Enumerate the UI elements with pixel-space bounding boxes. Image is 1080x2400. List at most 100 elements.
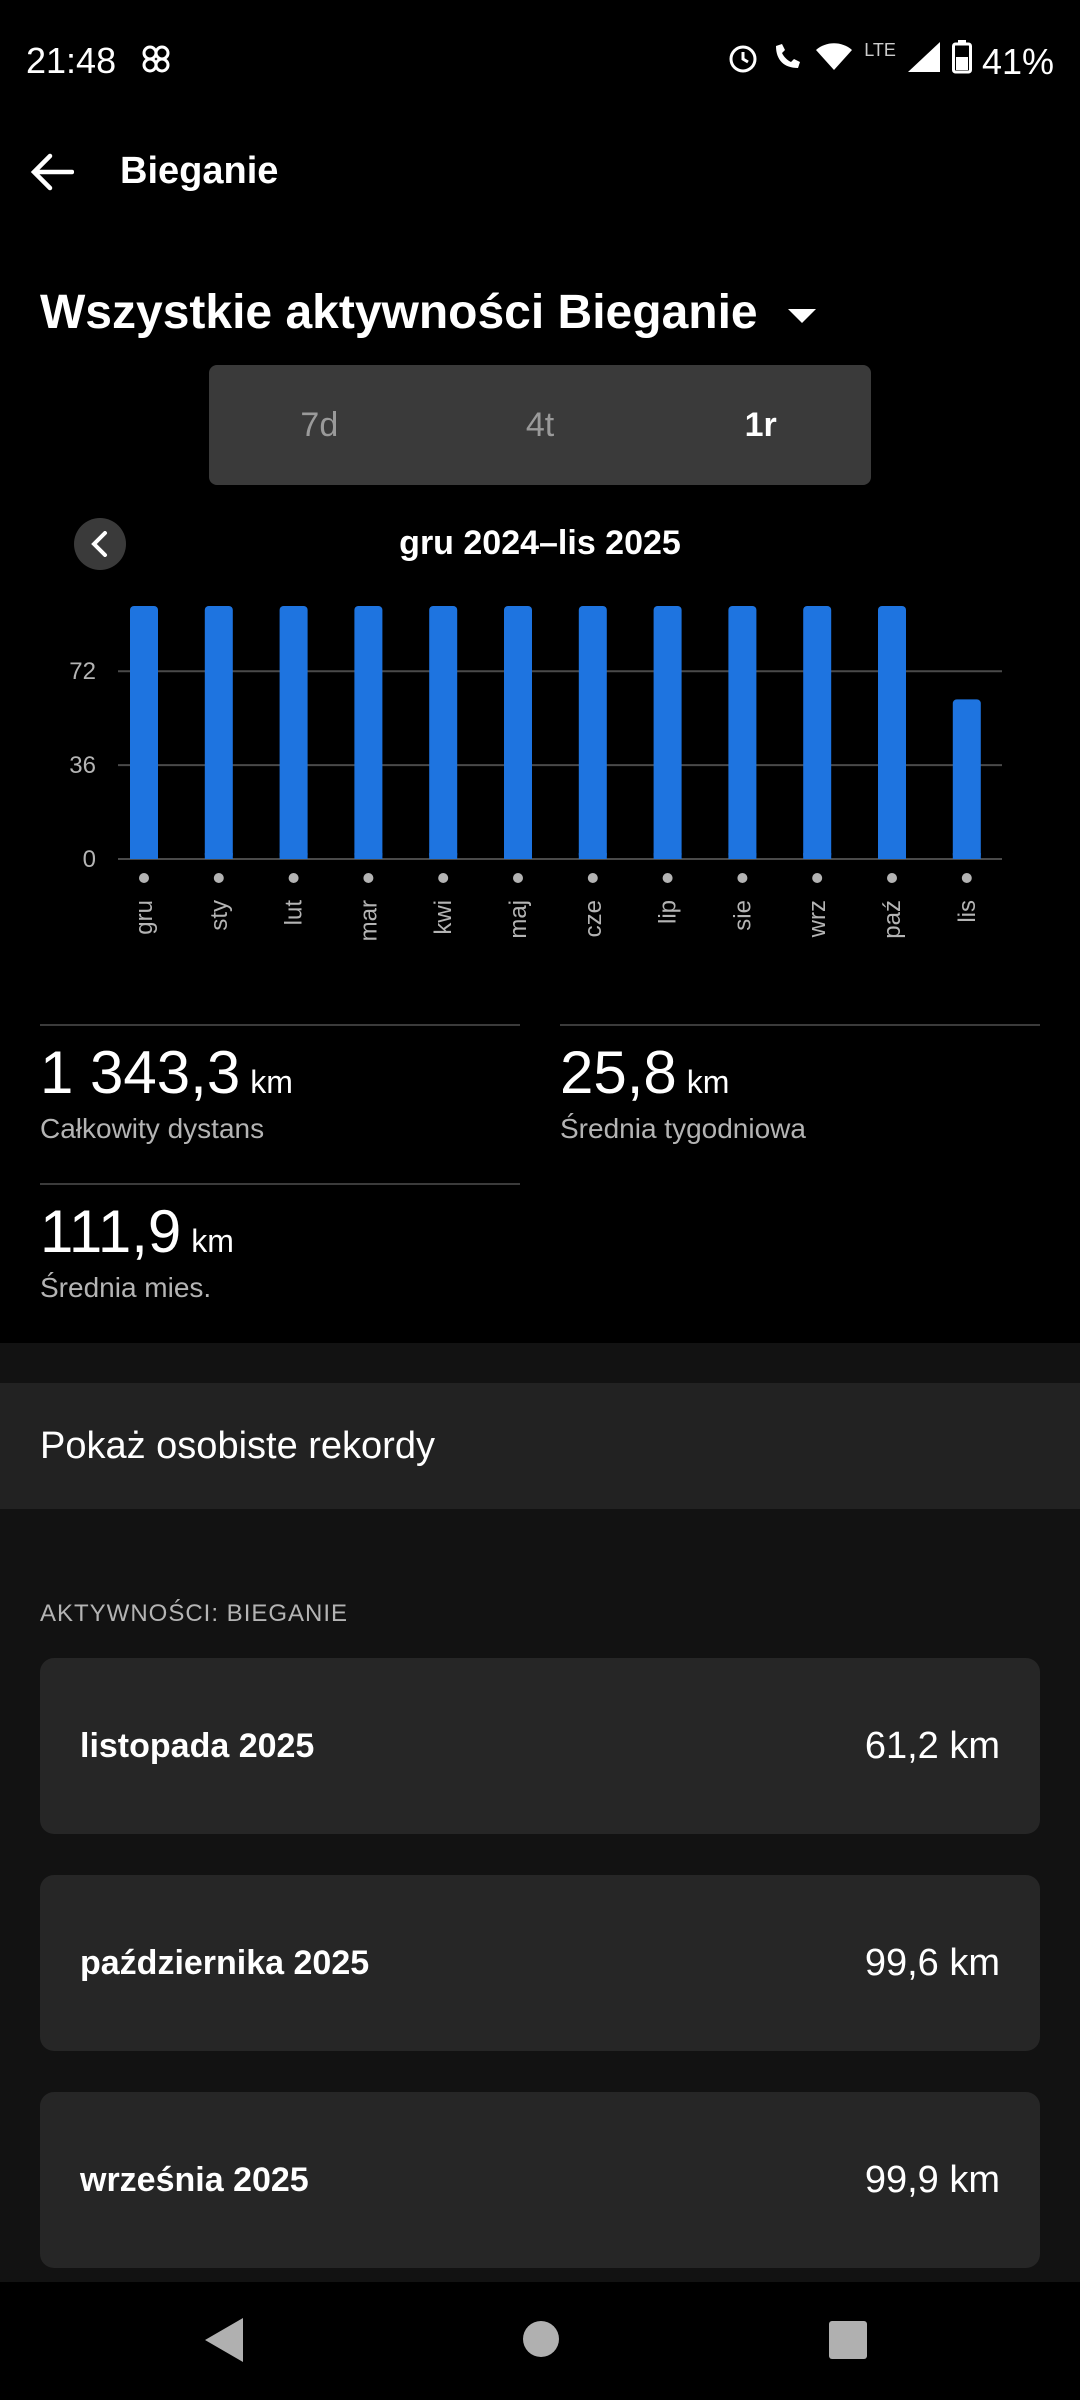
x-tick-label: sie <box>729 900 756 931</box>
monthly-average-unit: km <box>191 1223 234 1259</box>
distance-bar-chart: 0 36 72 gru sty lut mar kwi maj cze lip sie wrz paź li… <box>69 606 1002 941</box>
back-button[interactable] <box>20 140 84 204</box>
bar <box>952 699 981 859</box>
total-distance-unit: km <box>250 1064 293 1100</box>
page-title: Bieganie <box>120 150 279 192</box>
monthly-average-stat: 111,9 km Średnia mies. <box>40 1197 234 1304</box>
range-tabs: 7d 4t 1r <box>209 365 871 485</box>
pinwheel-icon <box>138 41 174 86</box>
chart-previous-button[interactable] <box>74 518 126 570</box>
x-tick-label: lip <box>655 900 682 924</box>
y-tick-label: 0 <box>83 846 96 873</box>
x-tick-label: kwi <box>430 900 457 935</box>
weekly-average-stat: 25,8 km Średnia tygodniowa <box>560 1038 806 1145</box>
bar-base <box>952 853 981 859</box>
weekly-average-label: Średnia tygodniowa <box>560 1113 806 1144</box>
bar-base <box>578 853 607 859</box>
tab-1r[interactable]: 1r <box>744 405 777 444</box>
activities-heading: AKTYWNOŚCI: BIEGANIE <box>40 1600 349 1627</box>
x-tick-dot <box>662 873 673 883</box>
x-tick-dot <box>139 873 149 883</box>
x-tick-dot <box>812 873 823 883</box>
tab-7d[interactable]: 7d <box>300 405 339 444</box>
total-distance-stat: 1 343,3 km Całkowity dystans <box>40 1038 293 1145</box>
x-tick-dot <box>737 873 748 883</box>
x-tick-dot <box>887 873 897 883</box>
chart-date-range: gru 2024–lis 2025 <box>399 524 681 562</box>
x-tick-label: cze <box>580 900 607 937</box>
bar-base <box>803 853 832 859</box>
stat-divider <box>40 1183 520 1185</box>
lte-icon: LTE <box>864 40 896 60</box>
x-tick-dot <box>213 873 224 883</box>
x-tick-label: lut <box>281 900 308 926</box>
monthly-average-label: Średnia mies. <box>40 1272 212 1303</box>
x-tick-label: lis <box>954 900 981 923</box>
activity-month: listopada 2025 <box>80 1726 315 1765</box>
y-tick-label: 36 <box>69 752 96 779</box>
weekly-average-value: 25,8 <box>560 1039 677 1106</box>
total-distance-label: Całkowity dystans <box>40 1113 265 1144</box>
status-bar-icons: LTE 41% <box>726 40 1054 83</box>
tab-4t[interactable]: 4t <box>525 405 555 444</box>
bar <box>728 606 757 859</box>
activity-month-card[interactable]: września 2025 99,9 km <box>40 2092 1040 2268</box>
bar-base <box>728 853 757 859</box>
y-tick-label: 72 <box>69 658 96 685</box>
wifi-call-icon <box>770 40 804 83</box>
total-distance-value: 1 343,3 <box>40 1039 241 1106</box>
weekly-average-unit: km <box>686 1064 730 1100</box>
bar <box>653 606 682 859</box>
stat-divider <box>560 1024 1040 1026</box>
bar-base <box>878 853 906 859</box>
bar-base <box>130 853 158 859</box>
monthly-average-value: 111,9 <box>40 1198 182 1265</box>
activity-month-card[interactable]: listopada 2025 61,2 km <box>40 1658 1040 1834</box>
x-tick-dot <box>288 873 299 883</box>
nav-back-icon[interactable] <box>205 2318 243 2362</box>
bar-base <box>279 853 308 859</box>
wifi-icon <box>814 40 854 83</box>
bar-base <box>354 853 383 859</box>
bar-base <box>204 853 233 859</box>
bar <box>878 606 906 859</box>
activity-distance: 99,9 km <box>864 2158 1000 2201</box>
back-arrow-icon <box>30 153 74 191</box>
nav-recents-icon[interactable] <box>829 2321 867 2359</box>
activity-distance: 99,6 km <box>864 1941 1000 1984</box>
x-tick-label: paź <box>879 900 906 939</box>
activity-month-card[interactable]: października 2025 99,6 km <box>40 1875 1040 2051</box>
x-tick-dot <box>961 873 972 883</box>
activity-type-dropdown[interactable]: Wszystkie aktywności Bieganie <box>40 285 816 340</box>
bar <box>279 606 308 859</box>
nav-home-icon[interactable] <box>523 2321 559 2357</box>
alarm-icon <box>726 40 760 83</box>
bar <box>429 606 458 859</box>
x-tick-label: sty <box>206 900 233 931</box>
bar-base <box>653 853 682 859</box>
activity-month: października 2025 <box>80 1943 370 1982</box>
activity-month: września 2025 <box>80 2160 309 2199</box>
battery-percent: 41% <box>981 40 1054 82</box>
x-tick-label: gru <box>131 900 158 935</box>
x-tick-dot <box>438 873 449 883</box>
x-tick-label: wrz <box>804 900 831 938</box>
battery-icon <box>951 40 972 83</box>
x-tick-dot <box>513 873 523 883</box>
personal-records-button[interactable]: Pokaż osobiste rekordy <box>0 1383 1080 1509</box>
signal-icon <box>906 40 942 83</box>
bar <box>354 606 383 859</box>
status-bar-time: 21:48 <box>26 40 174 86</box>
bar-base <box>504 853 532 859</box>
activity-type-label: Wszystkie aktywności Bieganie <box>40 286 758 339</box>
stat-divider <box>40 1024 520 1026</box>
bar <box>578 606 607 859</box>
x-tick-dot <box>363 873 374 883</box>
personal-records-label: Pokaż osobiste rekordy <box>40 1424 435 1467</box>
bar <box>204 606 233 859</box>
x-tick-label: mar <box>355 900 382 941</box>
chevron-left-icon <box>91 531 107 557</box>
bar <box>504 606 532 859</box>
section-spacer <box>0 1343 1080 1383</box>
bar <box>130 606 158 859</box>
